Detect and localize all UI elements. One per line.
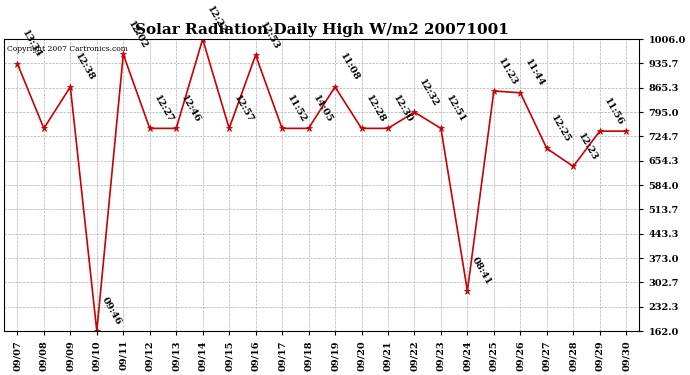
Text: 11:44: 11:44 [523,58,546,88]
Text: 12:23: 12:23 [576,132,599,162]
Text: 12:27: 12:27 [152,93,175,124]
Text: 12:25: 12:25 [549,114,573,144]
Text: 12:28: 12:28 [364,93,387,124]
Text: 12:57: 12:57 [232,93,255,124]
Text: 14:05: 14:05 [311,93,335,124]
Text: 09:46: 09:46 [99,296,123,327]
Text: 13:34: 13:34 [20,29,43,60]
Text: 11:08: 11:08 [338,52,361,83]
Text: 11:52: 11:52 [285,93,308,124]
Text: Copyright 2007 Cartronics.com: Copyright 2007 Cartronics.com [8,45,128,53]
Text: 12:02: 12:02 [126,19,149,50]
Text: 12:51: 12:51 [444,93,466,124]
Text: 12:46: 12:46 [179,93,202,124]
Title: Solar Radiation Daily High W/m2 20071001: Solar Radiation Daily High W/m2 20071001 [135,22,509,37]
Text: 12:32: 12:32 [417,77,440,108]
Text: 12:22: 12:22 [206,4,228,35]
Text: 08:41: 08:41 [470,256,493,287]
Text: 12:30: 12:30 [391,93,414,124]
Text: 12:38: 12:38 [73,52,96,83]
Text: 12:53: 12:53 [258,20,282,51]
Text: 11:56: 11:56 [602,96,625,127]
Text: 11:23: 11:23 [497,56,520,87]
